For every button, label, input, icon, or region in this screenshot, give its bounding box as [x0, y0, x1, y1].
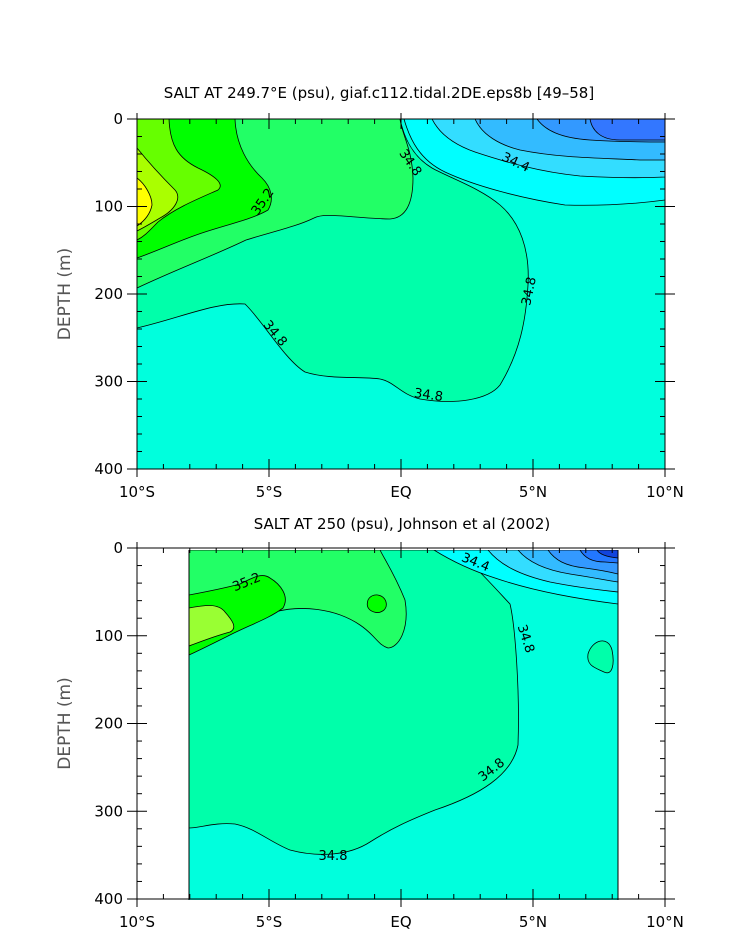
salt-region-34-1	[596, 550, 618, 559]
panel1-contour-label: 34.8	[413, 386, 444, 405]
x-tick-label: 5°N	[519, 913, 547, 931]
y-tick-label: 0	[113, 539, 123, 557]
x-tick-label: 10°N	[646, 483, 684, 501]
x-tick-label: 10°S	[119, 483, 155, 501]
x-tick-label: 5°S	[256, 913, 283, 931]
y-axis-label: DEPTH (m)	[55, 677, 75, 769]
panel2-axes: 10°S 5°S EQ 5°N 10°N 0 100 200 300 400 DEPTH (m)	[55, 539, 684, 931]
x-tick-label: 5°S	[256, 483, 283, 501]
y-tick-label: 400	[94, 890, 123, 908]
y-tick-label: 200	[94, 715, 123, 733]
panel-observed-salinity: SALT AT 250 (psu), Johnson et al (2002)	[55, 515, 684, 931]
x-tick-label: 10°N	[646, 913, 684, 931]
panel1-contour-label: 34.8	[519, 276, 540, 307]
y-axis-label: DEPTH (m)	[55, 248, 75, 340]
y-tick-label: 100	[94, 198, 123, 216]
y-tick-label: 300	[94, 373, 123, 391]
salt-region-35-2-blob	[366, 594, 387, 613]
salt-region-35-5	[137, 177, 153, 227]
x-tick-label: EQ	[390, 913, 411, 931]
panel2-contour-label: 34.8	[319, 849, 348, 864]
y-tick-label: 100	[94, 627, 123, 645]
y-tick-label: 400	[94, 460, 123, 478]
panel1-title: SALT AT 249.7°E (psu), giaf.c112.tidal.2…	[164, 84, 594, 102]
panel1-axes: 10°S 5°S EQ 5°N 10°N 0 100 200 300 400 DEPTH (m)	[55, 110, 684, 501]
panel2-contour-fill	[189, 550, 618, 900]
panel1-contour-fill	[137, 119, 665, 469]
y-tick-label: 300	[94, 802, 123, 820]
x-tick-label: EQ	[390, 483, 411, 501]
salt-region-34-9	[189, 550, 519, 855]
x-tick-label: 10°S	[119, 913, 155, 931]
panel-model-salinity: SALT AT 249.7°E (psu), giaf.c112.tidal.2…	[55, 84, 684, 501]
x-tick-label: 5°N	[519, 483, 547, 501]
panel2-title: SALT AT 250 (psu), Johnson et al (2002)	[254, 515, 551, 533]
salt-region-34-2	[589, 119, 665, 141]
y-tick-label: 200	[94, 285, 123, 303]
salt-region-34-9-blob	[587, 640, 614, 674]
salt-region-35-3	[189, 605, 235, 647]
y-tick-label: 0	[113, 110, 123, 128]
